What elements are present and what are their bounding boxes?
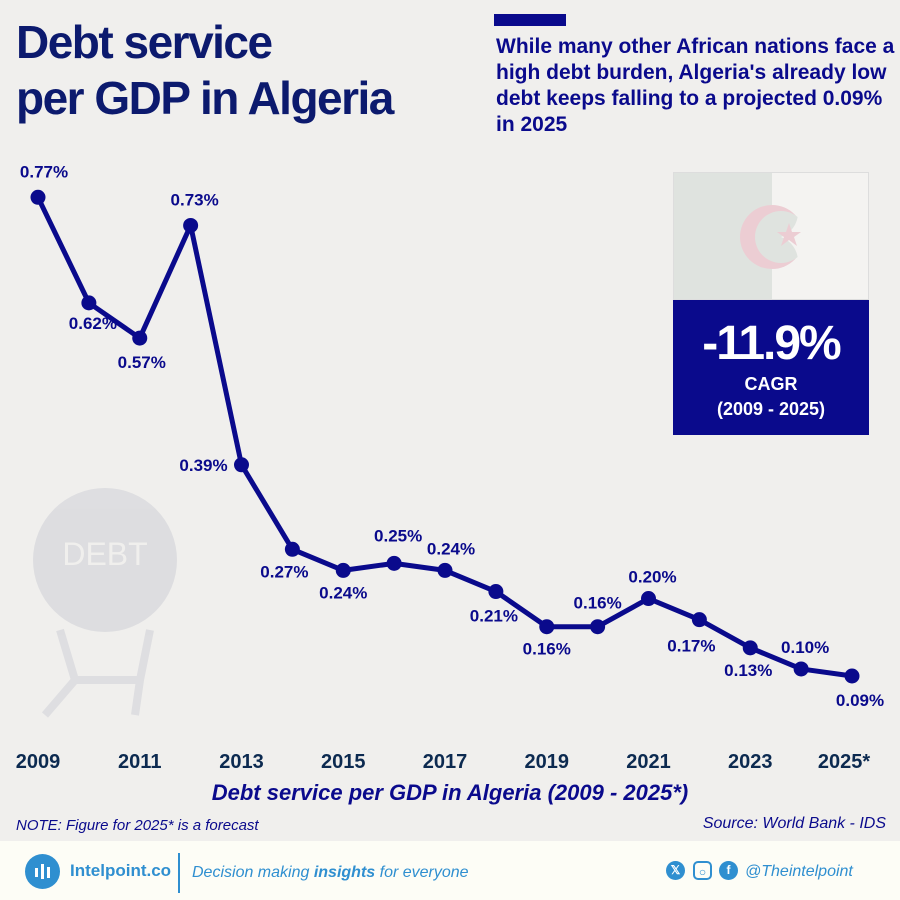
- data-label: 0.16%: [523, 640, 571, 659]
- algeria-flag: [673, 172, 869, 300]
- subtitle: While many other African nations face a …: [496, 35, 895, 136]
- x-tick-label: 2019: [525, 751, 570, 773]
- cagr-period: (2009 - 2025): [716, 399, 826, 419]
- line-chart: DEBT 0.77% 0.62% 0.57% 0.73% 0.39% 0.27% 0.24%…: [16, 162, 884, 773]
- x-icon[interactable]: 𝕏: [666, 861, 685, 880]
- data-label: 0.57%: [118, 353, 166, 372]
- data-point: [691, 612, 707, 628]
- data-point: [590, 619, 606, 635]
- source: Source: World Bank - IDS: [702, 815, 886, 832]
- data-point: [742, 640, 758, 656]
- divider: [178, 853, 180, 893]
- cagr-label: CAGR: [744, 374, 798, 394]
- data-point: [183, 217, 199, 233]
- brand-link[interactable]: Intelpoint.co: [70, 861, 172, 880]
- data-label: 0.62%: [69, 314, 117, 333]
- data-label: 0.24%: [427, 539, 475, 558]
- x-tick-label: 2015: [321, 751, 366, 773]
- data-point: [386, 555, 402, 571]
- data-point: [284, 541, 300, 557]
- intelpoint-logo-icon[interactable]: [25, 854, 60, 889]
- data-point: [793, 661, 809, 677]
- data-label: 0.10%: [781, 638, 829, 657]
- x-tick-label: 2011: [118, 751, 161, 773]
- data-label: 0.39%: [179, 456, 227, 475]
- tagline: Decision making insights for everyone: [192, 864, 469, 881]
- data-point: [437, 562, 453, 578]
- x-tick-label: 2009: [16, 751, 61, 773]
- x-tick-label: 2013: [219, 751, 264, 773]
- data-point: [132, 330, 148, 346]
- data-point: [488, 584, 504, 600]
- debt-watermark: DEBT: [33, 488, 177, 718]
- x-tick-label: 2023: [728, 751, 773, 773]
- x-tick-label: 2017: [423, 751, 468, 773]
- data-label: 0.13%: [724, 661, 772, 680]
- svg-text:DEBT: DEBT: [62, 536, 147, 572]
- title-line-1: Debt service: [16, 16, 273, 68]
- data-point: [234, 457, 249, 473]
- page-title: Debt service per GDP in Algeria: [16, 14, 394, 126]
- cagr-value: -11.9%: [702, 317, 841, 370]
- social-handle[interactable]: @Theintelpoint: [745, 863, 853, 880]
- x-tick-label: 2021: [626, 751, 671, 773]
- title-line-2: per GDP in Algeria: [16, 72, 394, 124]
- data-point: [539, 619, 555, 635]
- data-label: 0.27%: [260, 562, 308, 581]
- facebook-icon[interactable]: f: [719, 861, 738, 880]
- data-label: 0.73%: [171, 190, 219, 209]
- data-label: 0.24%: [319, 583, 367, 602]
- footer: Intelpoint.co Decision making insights f…: [0, 841, 900, 900]
- data-point: [335, 562, 351, 578]
- crescent-star-icon: [740, 205, 809, 269]
- forecast-note: NOTE: Figure for 2025* is a forecast: [16, 817, 259, 834]
- data-point: [81, 295, 97, 311]
- data-point: [641, 591, 656, 607]
- instagram-icon[interactable]: ○: [693, 861, 712, 880]
- x-axis-label: Debt service per GDP in Algeria (2009 - …: [211, 780, 689, 805]
- cagr-box: -11.9% CAGR (2009 - 2025): [673, 300, 869, 435]
- data-label: 0.09%: [836, 691, 884, 710]
- data-label: 0.77%: [20, 162, 68, 181]
- x-tick-label: 2025*: [818, 751, 870, 773]
- data-label: 0.21%: [470, 607, 518, 626]
- data-label: 0.17%: [667, 637, 715, 656]
- data-label: 0.16%: [574, 594, 622, 613]
- data-point: [30, 189, 46, 205]
- data-label: 0.20%: [628, 568, 676, 587]
- accent-bar: [494, 14, 566, 26]
- data-point: [844, 668, 860, 684]
- data-label: 0.25%: [374, 526, 422, 545]
